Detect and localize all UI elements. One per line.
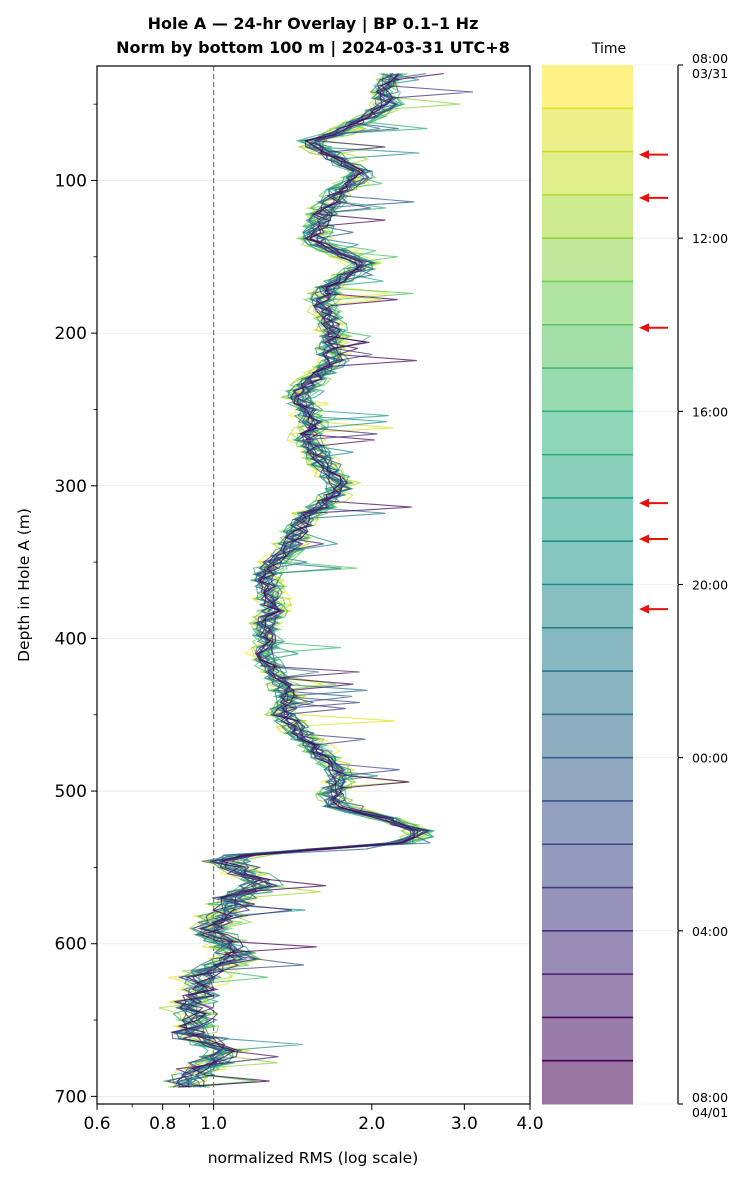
event-arrow-head bbox=[639, 193, 649, 203]
time-tick-label: 16:00 bbox=[692, 404, 728, 419]
series-line bbox=[177, 73, 444, 1088]
colorbar-band bbox=[542, 65, 633, 109]
x-tick-label: 1.0 bbox=[200, 1114, 227, 1134]
x-tick-label: 0.8 bbox=[149, 1114, 176, 1134]
series-line bbox=[167, 73, 432, 1088]
x-tick-label: 3.0 bbox=[451, 1114, 478, 1134]
time-tick-label: 12:00 bbox=[692, 231, 728, 246]
y-tick-label: 500 bbox=[55, 782, 87, 802]
y-tick-label: 600 bbox=[55, 935, 87, 955]
series-lines bbox=[158, 73, 474, 1088]
x-tick-label: 4.0 bbox=[516, 1114, 543, 1134]
colorbar-band bbox=[542, 714, 633, 759]
y-tick-label: 100 bbox=[55, 171, 87, 191]
colorbar-band bbox=[542, 930, 633, 975]
y-axis-label: Depth in Hole A (m) bbox=[15, 508, 33, 662]
colorbar-band bbox=[542, 844, 633, 889]
colorbar-band bbox=[542, 584, 633, 629]
plot-frame bbox=[96, 65, 531, 1105]
gridlines bbox=[97, 180, 530, 1097]
colorbar-band bbox=[542, 974, 633, 1018]
colorbar-band bbox=[542, 194, 633, 239]
time-tick-label: 00:00 bbox=[692, 751, 728, 766]
event-arrow-head bbox=[639, 150, 649, 160]
colorbar-band bbox=[542, 368, 633, 412]
time-tick-label: 04:00 bbox=[692, 924, 728, 939]
y-tick-label: 300 bbox=[55, 477, 87, 497]
colorbar-band bbox=[542, 887, 633, 932]
event-arrow-head bbox=[639, 323, 649, 333]
chart-title-line-2: Norm by bottom 100 m | 2024-03-31 UTC+8 bbox=[116, 38, 510, 58]
colorbar-band bbox=[542, 411, 633, 456]
y-tick-label: 400 bbox=[55, 629, 87, 649]
colorbar-band bbox=[542, 497, 633, 542]
event-arrow-head bbox=[639, 498, 649, 508]
colorbar-band bbox=[542, 454, 633, 499]
time-axis-ticks: 08:0003/3112:0016:0020:0000:0004:0008:00… bbox=[633, 51, 728, 1120]
colorbar-band bbox=[542, 671, 633, 715]
colorbar-band bbox=[542, 757, 633, 802]
y-tick-label: 700 bbox=[55, 1087, 87, 1107]
colorbar-band bbox=[542, 541, 633, 585]
event-arrow-head bbox=[639, 534, 649, 544]
colorbar-band bbox=[542, 238, 633, 282]
colorbar-band bbox=[542, 151, 633, 196]
colorbar-band bbox=[542, 1017, 633, 1062]
x-tick-label: 2.0 bbox=[358, 1114, 385, 1134]
event-arrow-head bbox=[639, 604, 649, 614]
colorbar-band bbox=[542, 324, 633, 369]
time-tick-label: 08:00 bbox=[692, 51, 728, 66]
colorbar-band bbox=[542, 800, 633, 845]
x-tick-label: 0.6 bbox=[83, 1114, 110, 1134]
event-arrows bbox=[639, 150, 668, 614]
x-axis-ticks: 0.6 0.8 1.0 2.0 3.0 4.0 bbox=[83, 1104, 544, 1134]
colorbar-band bbox=[542, 1060, 633, 1105]
time-tick-date-label: 04/01 bbox=[692, 1105, 728, 1120]
time-tick-label: 08:00 bbox=[692, 1090, 728, 1105]
chart-title-line-1: Hole A — 24-hr Overlay | BP 0.1–1 Hz bbox=[148, 14, 479, 34]
time-tick-date-label: 03/31 bbox=[692, 66, 728, 81]
colorbar-label: Time bbox=[591, 41, 626, 57]
colorbar-band bbox=[542, 108, 633, 153]
y-axis-ticks: 100 200 300 400 500 600 700 bbox=[55, 103, 97, 1107]
y-tick-label: 200 bbox=[55, 324, 87, 344]
time-colorbar bbox=[542, 65, 633, 1105]
colorbar-band bbox=[542, 627, 633, 672]
time-tick-label: 20:00 bbox=[692, 578, 728, 593]
x-axis-label: normalized RMS (log scale) bbox=[208, 1149, 419, 1167]
colorbar-band bbox=[542, 281, 633, 326]
